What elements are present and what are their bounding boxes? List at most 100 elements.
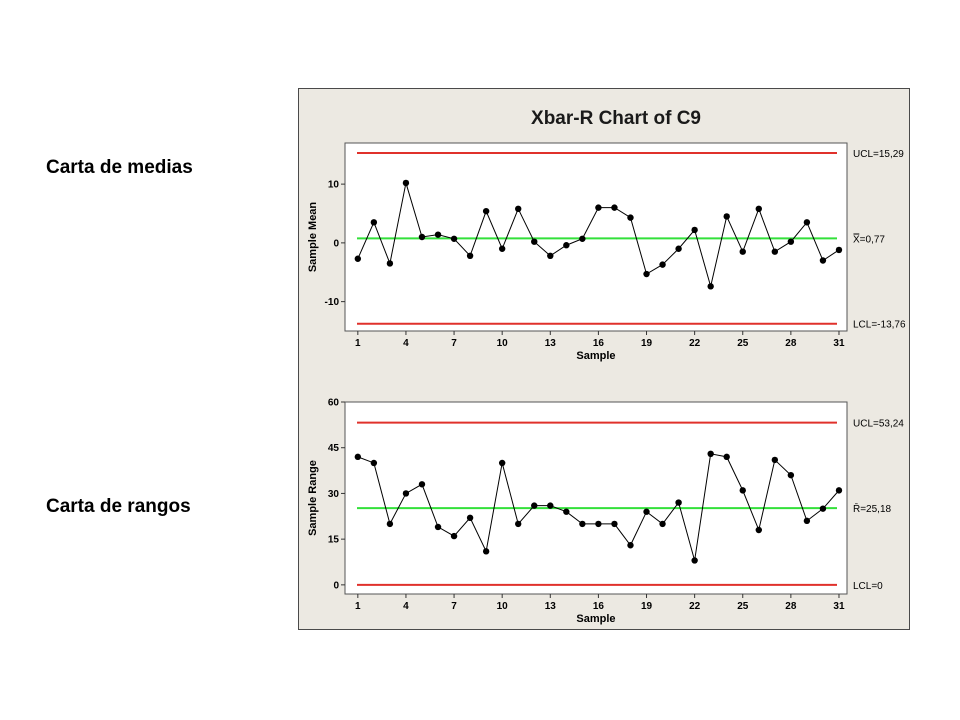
mean-chart-label: Carta de medias [46, 157, 193, 178]
panel1-data-point [787, 238, 795, 245]
panel2-y-tick-label: 0 [333, 580, 339, 591]
panel1-x-tick-label: 13 [545, 338, 557, 349]
panel1-data-point [450, 235, 458, 242]
panel1-y-tick-label: -10 [325, 297, 340, 308]
panel1-y-tick-label: 10 [328, 180, 340, 191]
panel2-data-point [803, 517, 811, 525]
panel1-data-point [563, 242, 570, 249]
panel1-plot-area [344, 142, 848, 332]
panel1-x-tick-label: 22 [689, 338, 701, 349]
panel1-data-point [515, 205, 522, 212]
panel2-data-point [498, 459, 506, 467]
panel1-lcl-label: LCL=-13,76 [853, 320, 906, 331]
panel2-data-point [531, 502, 538, 509]
panel1-x-tick-label: 25 [737, 338, 749, 349]
panel1-ucl-label: UCL=15,29 [853, 149, 904, 160]
panel2-data-point [739, 487, 746, 494]
panel2-data-point [691, 557, 698, 564]
panel2-data-point [787, 471, 795, 479]
panel2-data-point [515, 520, 522, 528]
panel1-x-tick-label: 16 [593, 338, 605, 349]
panel1-data-point [595, 204, 602, 211]
panel2-x-tick-label: 1 [355, 601, 361, 612]
panel1-y-axis-title: Sample Mean [307, 202, 319, 273]
panel2-data-point [643, 508, 650, 515]
panel2-data-point [354, 453, 362, 461]
panel2-data-point [627, 542, 634, 549]
panel1-x-tick-label: 7 [451, 338, 457, 349]
panel1-data-point [386, 260, 394, 267]
panel1-data-point [418, 233, 426, 241]
panel2-data-point [402, 490, 410, 497]
panel2-data-point [659, 520, 666, 528]
panel2-data-point [418, 481, 426, 488]
panel1-data-point [723, 213, 730, 220]
panel2-data-point [386, 520, 394, 528]
panel1-data-point [739, 248, 746, 255]
panel1-x-tick-label: 4 [403, 338, 409, 349]
panel1-data-point [771, 248, 779, 255]
panel1-data-point [547, 252, 554, 259]
panel2-x-tick-label: 13 [545, 601, 557, 612]
panel2-y-tick-label: 15 [328, 535, 340, 546]
panel2-data-point [595, 520, 602, 528]
panel2-x-tick-label: 7 [451, 601, 457, 612]
panel2-x-tick-label: 31 [833, 601, 845, 612]
panel1-data-point [498, 245, 506, 252]
panel1-data-point [691, 226, 698, 234]
panel1-data-point [370, 219, 378, 226]
panel1-data-point [402, 179, 410, 187]
panel2-data-point [819, 505, 827, 512]
panel1-x-tick-label: 1 [355, 338, 361, 349]
panel1-group: UCL=15,29 X̿=0,77 LCL=-13,76 1 4 7 10 13 16 19 22 2… [307, 142, 906, 362]
panel1-data-point [434, 231, 442, 238]
panel1-data-point [643, 270, 650, 278]
panel1-data-point [466, 252, 474, 259]
panel1-data-point [531, 238, 538, 245]
panel2-data-point [563, 508, 570, 515]
panel2-data-point [707, 450, 714, 458]
panel2-ucl-label: UCL=53,24 [853, 419, 904, 430]
panel2-x-tick-label: 25 [737, 601, 749, 612]
panel2-group: UCL=53,24 R̄=25,18 LCL=0 1 4 7 10 13 16 19 22 25 28 3… [307, 398, 904, 626]
panel1-data-point [803, 219, 811, 226]
panel1-x-tick-label: 10 [497, 338, 509, 349]
panel2-data-point [450, 532, 458, 540]
panel2-data-point [771, 456, 779, 464]
panel2-data-point [482, 548, 490, 555]
panel2-y-axis-title: Sample Range [307, 460, 319, 536]
panel1-center-label: X̿=0,77 [853, 232, 885, 245]
panel1-data-point [819, 257, 827, 264]
chart-title: Xbar-R Chart of C9 [531, 108, 701, 129]
panel1-data-point [707, 283, 714, 290]
panel2-x-tick-label: 22 [689, 601, 701, 612]
panel2-data-point [835, 487, 843, 494]
panel2-data-point [723, 453, 730, 461]
panel2-lcl-label: LCL=0 [853, 581, 883, 592]
panel2-x-tick-label: 19 [641, 601, 653, 612]
panel1-data-point [835, 246, 843, 254]
chart-canvas: Xbar-R Chart of C9 UCL=15,29 X̿=0,77 LCL=-… [307, 108, 906, 626]
xbar-r-chart: Xbar-R Chart of C9 UCL=15,29 X̿=0,77 LCL=-… [298, 88, 910, 630]
panel1-data-point [482, 207, 490, 215]
panel1-data-point [611, 204, 618, 211]
panel2-data-point [434, 523, 442, 531]
panel2-data-point [547, 502, 554, 509]
panel2-data-point [675, 499, 682, 506]
range-chart-label: Carta de rangos [46, 496, 191, 517]
panel2-center-label: R̄=25,18 [853, 503, 892, 516]
panel2-data-point [579, 520, 586, 528]
panel2-y-tick-label: 30 [328, 489, 340, 500]
panel1-x-tick-label: 28 [785, 338, 797, 349]
panel2-data-point [370, 459, 378, 467]
panel1-data-point [755, 205, 762, 212]
panel1-data-point [579, 235, 586, 242]
panel2-x-tick-label: 4 [403, 601, 409, 612]
panel2-y-tick-label: 45 [328, 443, 340, 454]
panel2-plot-area [344, 401, 848, 595]
panel1-data-point [354, 255, 362, 262]
panel2-y-tick-label: 60 [328, 398, 340, 409]
panel1-x-axis-title: Sample [576, 350, 615, 362]
panel1-data-point [627, 214, 634, 221]
panel2-data-point [466, 514, 474, 522]
